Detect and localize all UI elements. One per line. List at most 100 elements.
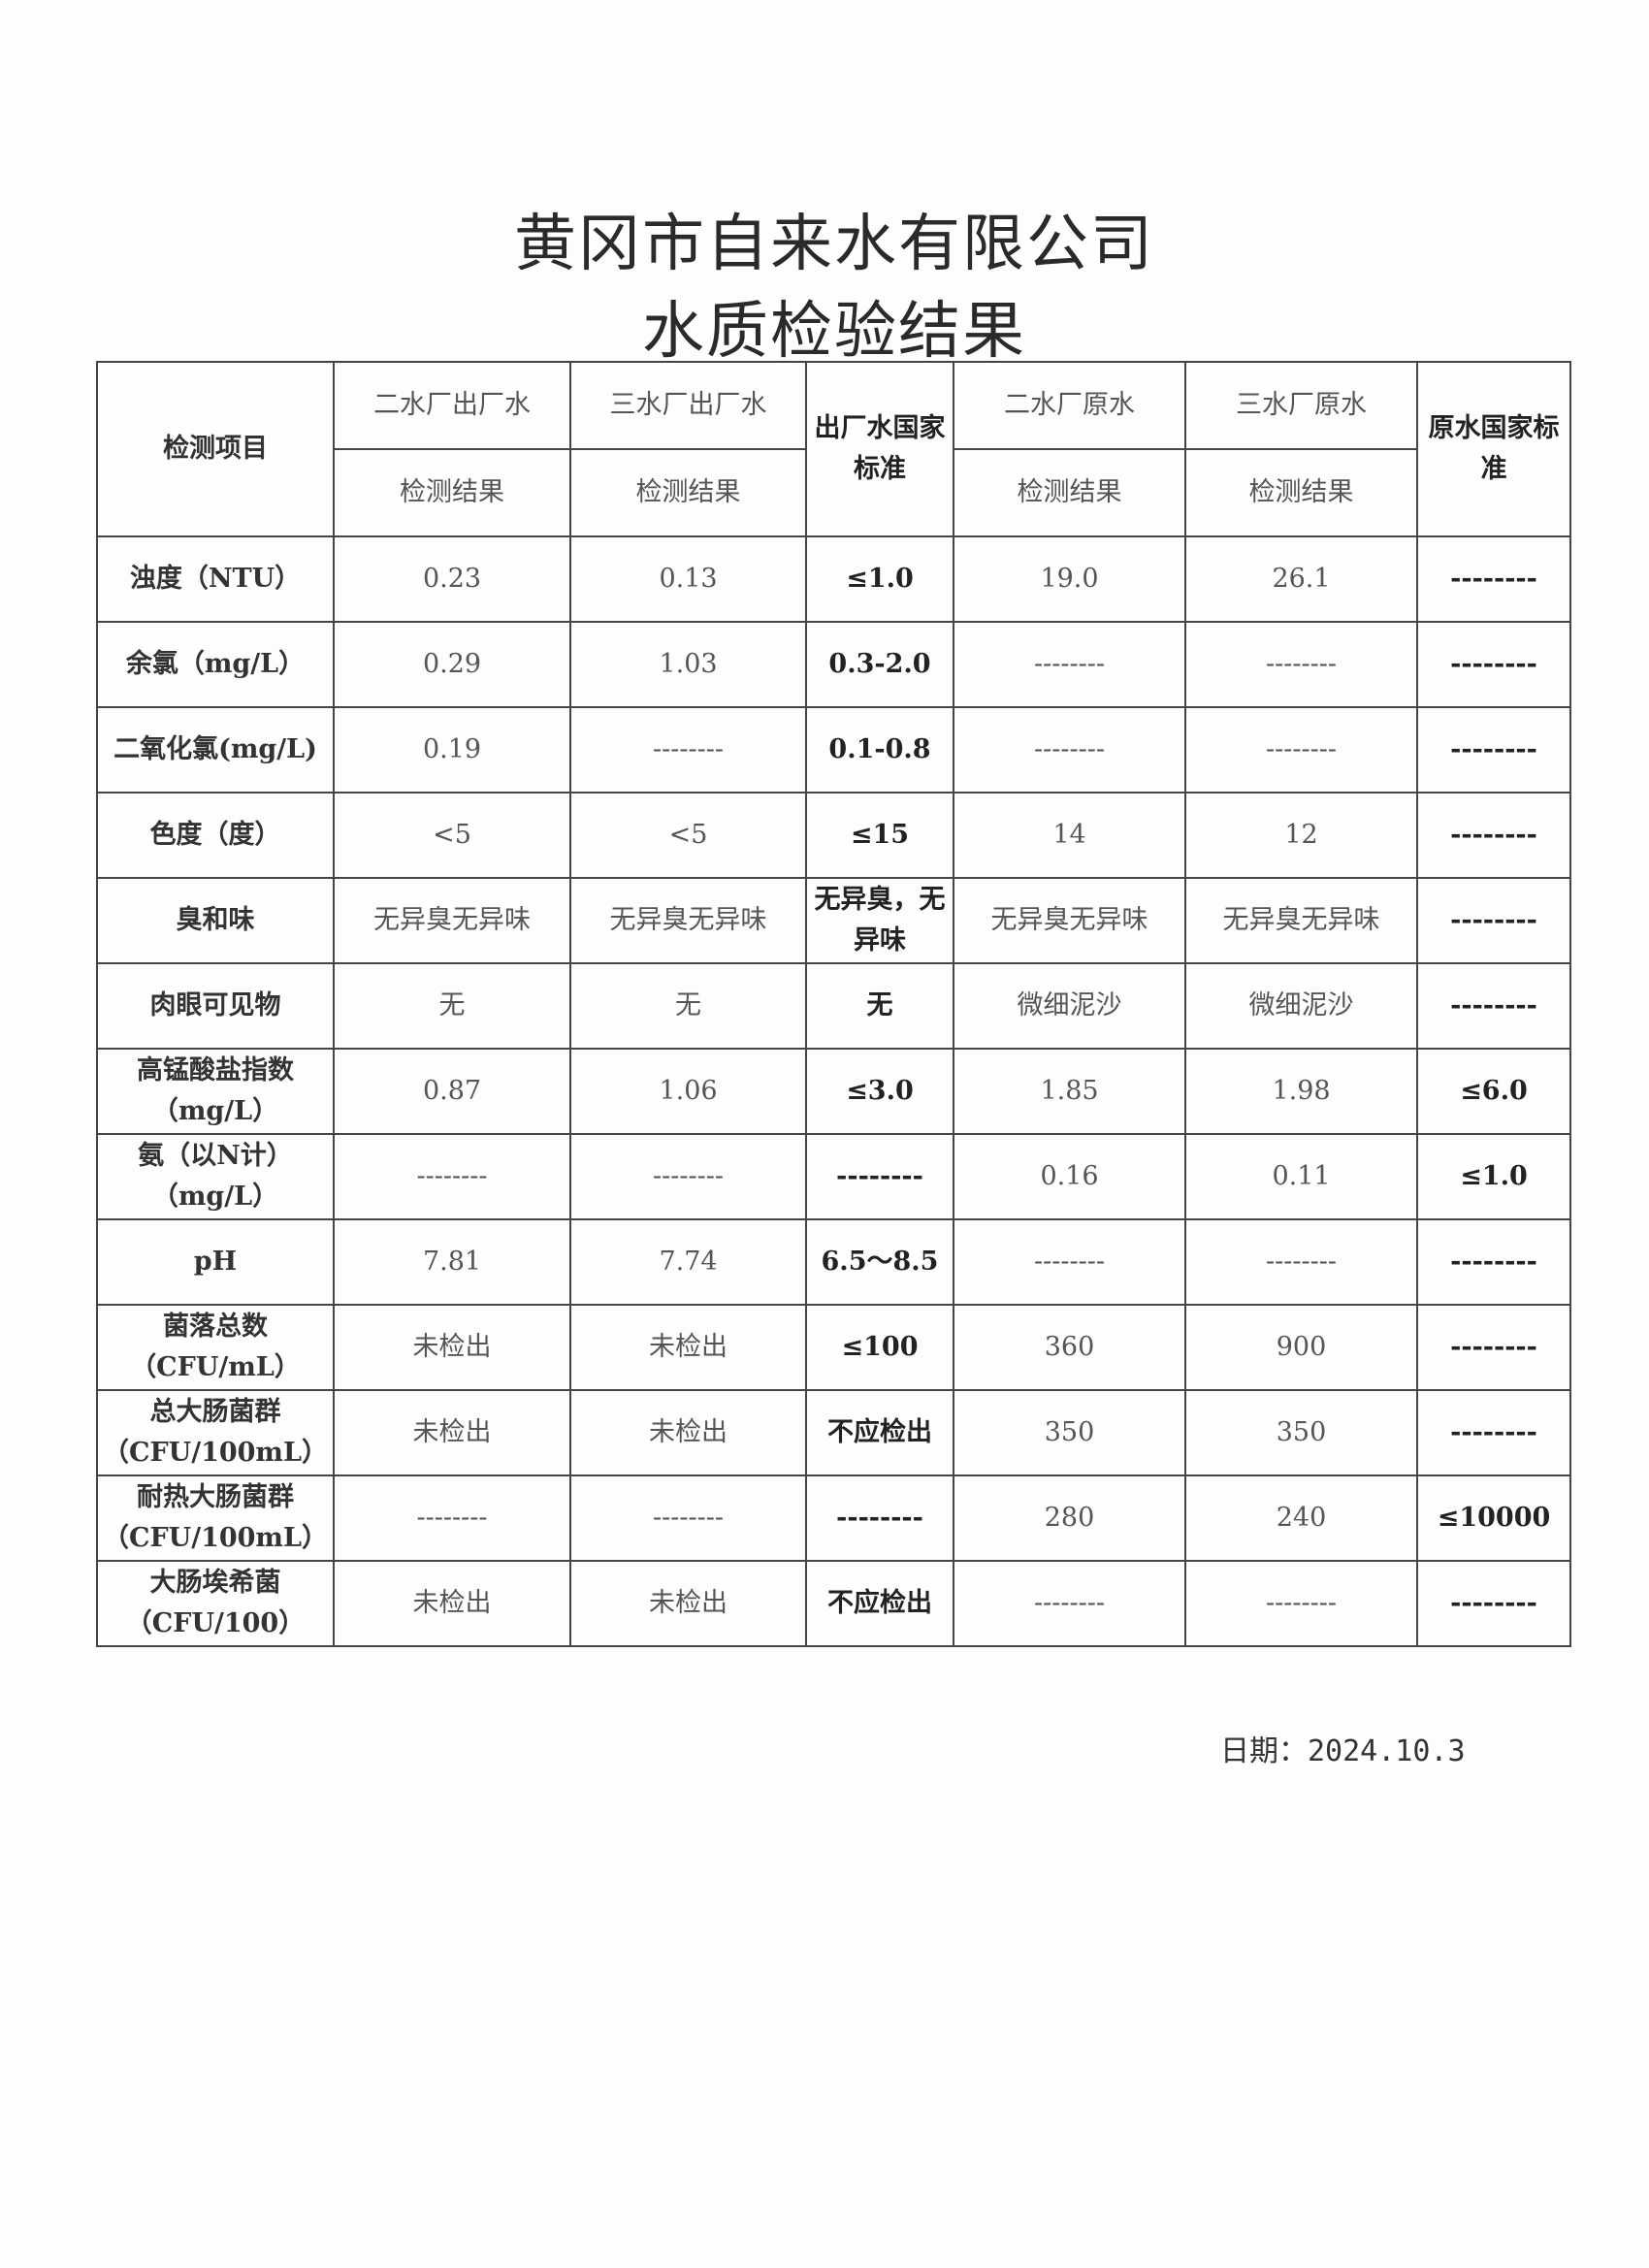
result-cell: 12 [1184,792,1418,879]
result-cell: -------- [1184,1218,1418,1306]
result-cell: 微细泥沙 [953,962,1186,1050]
standard-cell: -------- [1416,1560,1571,1647]
item-name: 菌落总数（CFU/mL） [96,1304,335,1391]
result-cell: 0.13 [569,535,807,623]
item-name: 余氯（mg/L） [96,621,335,708]
table-row: pH 7.81 7.74 6.5～8.5 -------- -------- -------… [96,1218,1571,1306]
result-cell: 0.11 [1184,1133,1418,1220]
standard-cell: -------- [1416,877,1571,964]
standard-cell: ≤15 [805,792,954,879]
standard-cell: -------- [1416,1304,1571,1391]
item-name: 氨（以N计）（mg/L） [96,1133,335,1220]
table-row: 总大肠菌群（CFU/100mL） 未检出 未检出 不应检出 350 350 -------- [96,1389,1571,1476]
table-row: 浊度（NTU） 0.23 0.13 ≤1.0 19.0 26.1 -------- [96,535,1571,623]
table-row: 耐热大肠菌群（CFU/100mL） -------- -------- -------… [96,1474,1571,1562]
column-header: 出厂水国家标准 [805,361,954,537]
result-cell: -------- [569,706,807,794]
result-cell: -------- [569,1133,807,1220]
result-cell: 240 [1184,1474,1418,1562]
result-cell: 0.19 [333,706,571,794]
result-cell: 1.98 [1184,1048,1418,1135]
result-cell: 未检出 [569,1389,807,1476]
standard-cell: -------- [1416,535,1571,623]
result-cell: 1.06 [569,1048,807,1135]
standard-cell: 无异臭，无异味 [805,877,954,964]
standard-cell: ≤1.0 [805,535,954,623]
item-name: 耐热大肠菌群（CFU/100mL） [96,1474,335,1562]
company-title: 黄冈市自来水有限公司 [514,209,1154,280]
result-cell: 26.1 [1184,535,1418,623]
result-cell: -------- [333,1133,571,1220]
result-cell: -------- [1184,706,1418,794]
table-row: 余氯（mg/L） 0.29 1.03 0.3-2.0 -------- -------- -… [96,621,1571,708]
result-cell: 无异臭无异味 [953,877,1186,964]
standard-cell: 0.3-2.0 [805,621,954,708]
table-row: 肉眼可见物无无无微细泥沙 微细泥沙 -------- [96,962,1571,1050]
table-row: 臭和味 无异臭无异味 无异臭无异味 无异臭，无异味 无异臭无异味 无异臭无异味 ------… [96,877,1571,964]
result-cell: 1.85 [953,1048,1186,1135]
item-name: 肉眼可见物 [96,962,335,1050]
item-name: 高锰酸盐指数（mg/L） [96,1048,335,1135]
result-cell: 0.87 [333,1048,571,1135]
result-cell: -------- [953,621,1186,708]
column-header: 三水厂原水 [1184,361,1418,450]
standard-cell: -------- [1416,706,1571,794]
result-cell: 7.81 [333,1218,571,1306]
result-cell: 无 [569,962,807,1050]
table-row: 氨（以N计）（mg/L） -------- -------- -------- 0.16… [96,1133,1571,1220]
standard-cell: ≤6.0 [1416,1048,1571,1135]
standard-cell: ≤3.0 [805,1048,954,1135]
column-header: 二水厂原水 [953,361,1186,450]
result-cell: 1.03 [569,621,807,708]
result-cell: 无 [333,962,571,1050]
result-cell: -------- [953,1218,1186,1306]
item-name: 臭和味 [96,877,335,964]
standard-cell: ≤1.0 [1416,1133,1571,1220]
standard-cell: -------- [805,1474,954,1562]
result-cell: <5 [569,792,807,879]
standard-cell: -------- [1416,792,1571,879]
column-header: 原水国家标准 [1416,361,1571,537]
item-name: 大肠埃希菌（CFU/100） [96,1560,335,1647]
sub-header: 检测结果 [333,448,571,537]
item-header: 检测项目 [96,361,335,537]
standard-cell: 不应检出 [805,1560,954,1647]
result-cell: 未检出 [333,1304,571,1391]
standard-cell: -------- [1416,1218,1571,1306]
result-cell: 微细泥沙 [1184,962,1418,1050]
result-cell: 0.16 [953,1133,1186,1220]
result-cell: 未检出 [569,1304,807,1391]
result-cell: 0.29 [333,621,571,708]
result-cell: -------- [1184,1560,1418,1647]
report-date: 日期：2024.10.3 [1220,1734,1466,1768]
sub-header: 检测结果 [1184,448,1418,537]
table-row: 菌落总数（CFU/mL） 未检出 未检出 ≤100 360 900 -------- [96,1304,1571,1391]
table-row: 二氧化氯(mg/L) 0.19 -------- 0.1-0.8 -------- ---… [96,706,1571,794]
result-cell: 0.23 [333,535,571,623]
item-name: pH [96,1218,335,1306]
result-cell: 900 [1184,1304,1418,1391]
result-cell: 19.0 [953,535,1186,623]
item-name: 浊度（NTU） [96,535,335,623]
result-cell: -------- [569,1474,807,1562]
result-cell: 7.74 [569,1218,807,1306]
table-row: 大肠埃希菌（CFU/100） 未检出 未检出 不应检出 -------- --------… [96,1560,1571,1647]
report-title: 水质检验结果 [642,296,1026,368]
standard-cell: -------- [1416,1389,1571,1476]
standard-cell: -------- [805,1133,954,1220]
table-row: 高锰酸盐指数（mg/L） 0.87 1.06 ≤3.0 1.85 1.98 ≤6.0 [96,1048,1571,1135]
item-name: 总大肠菌群（CFU/100mL） [96,1389,335,1476]
result-cell: 无异臭无异味 [1184,877,1418,964]
result-cell: 280 [953,1474,1186,1562]
result-cell: -------- [953,1560,1186,1647]
standard-cell: 6.5～8.5 [805,1218,954,1306]
water-quality-table: 检测项目 二水厂出厂水 三水厂出厂水 出厂水国家标准 二水厂原水 三水厂原水 原… [96,361,1571,1647]
result-cell: -------- [333,1474,571,1562]
result-cell: 360 [953,1304,1186,1391]
result-cell: 未检出 [333,1389,571,1476]
table-row: 色度（度） <5 <5 ≤15 14 12 -------- [96,792,1571,879]
result-cell: 350 [953,1389,1186,1476]
standard-cell: -------- [1416,962,1571,1050]
column-header: 三水厂出厂水 [569,361,807,450]
standard-cell: 0.1-0.8 [805,706,954,794]
